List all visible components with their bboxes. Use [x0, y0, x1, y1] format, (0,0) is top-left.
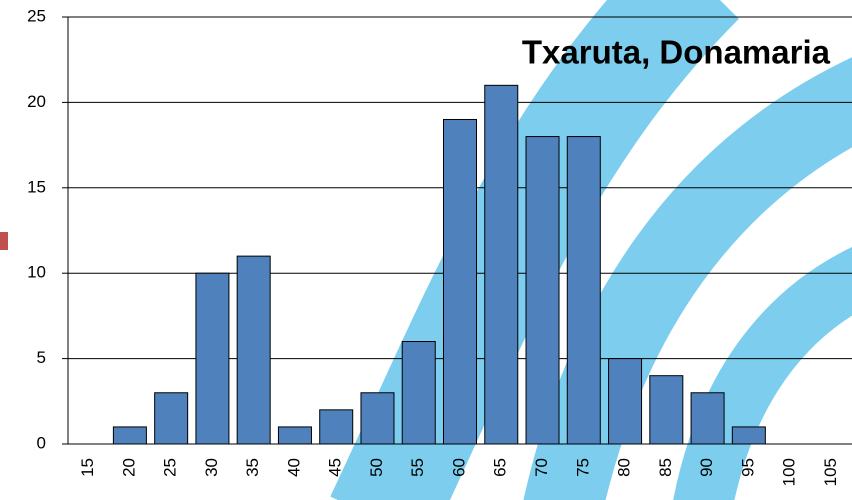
y-tick-label: 5 [37, 348, 46, 367]
bar [484, 84, 519, 445]
bar [442, 118, 478, 445]
x-tick-label: 30 [202, 458, 221, 477]
y-tick-label: 25 [27, 6, 46, 25]
x-tick-label: 75 [573, 458, 592, 477]
bar [360, 392, 395, 445]
x-tick-label: 60 [449, 458, 468, 477]
x-tick-label: 100 [780, 458, 799, 486]
x-tick-label: 50 [367, 458, 386, 477]
chart-title: Txaruta, Donamaria [522, 34, 831, 71]
x-tick-label: 85 [656, 458, 675, 477]
x-tick-label: 105 [821, 458, 840, 486]
bar [401, 341, 436, 445]
bar [649, 375, 684, 445]
bar [195, 272, 230, 445]
bar [319, 409, 354, 445]
bar [690, 392, 725, 445]
side-marker [0, 232, 8, 250]
bar [731, 426, 766, 445]
x-tick-label: 80 [615, 458, 634, 477]
y-tick-label: 20 [27, 92, 46, 111]
bar [277, 426, 312, 445]
bar [154, 392, 189, 445]
bar [566, 136, 601, 445]
x-tick-label: 90 [697, 458, 716, 477]
x-tick-label: 15 [78, 458, 97, 477]
x-tick-label: 35 [243, 458, 262, 477]
bar [236, 255, 271, 445]
y-tick-label: 10 [27, 263, 46, 282]
bar [525, 136, 560, 445]
x-tick-label: 40 [284, 458, 303, 477]
bar [608, 358, 643, 445]
x-tick-label: 65 [491, 458, 510, 477]
x-tick-label: 55 [408, 458, 427, 477]
x-tick-label: 45 [326, 458, 345, 477]
x-tick-label: 70 [532, 458, 551, 477]
x-tick-label: 95 [738, 458, 757, 477]
y-tick-label: 15 [27, 177, 46, 196]
x-tick-label: 20 [119, 458, 138, 477]
x-tick-label: 25 [161, 458, 180, 477]
y-tick-label: 0 [37, 433, 46, 452]
bar [112, 426, 147, 445]
